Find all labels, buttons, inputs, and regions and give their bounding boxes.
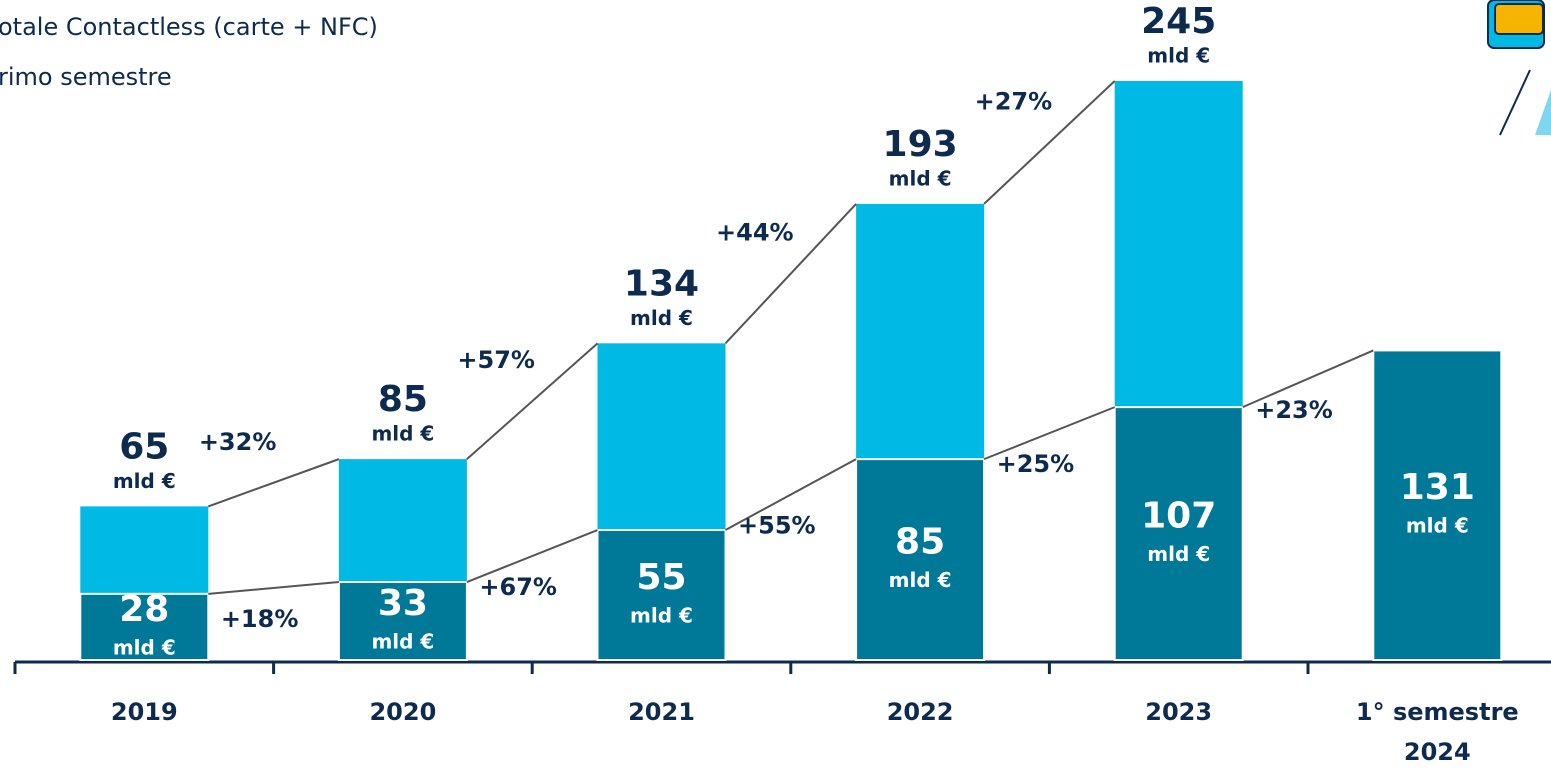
value-label: 245 [1141,1,1216,42]
growth-label: +55% [738,512,816,540]
growth-label: +44% [716,219,794,247]
page: otale Contactless (carte + NFC) rimo sem… [0,0,1551,768]
x-tick-label: 2020 [303,692,503,732]
growth-label: +18% [221,605,299,633]
decoration-icon [1488,0,1551,135]
value-label: 134 [624,263,699,304]
value-label: 193 [883,124,958,165]
legend-semester: rimo semestre [0,63,172,91]
x-tick-label: 2022 [820,692,1020,732]
connector [208,582,339,594]
value-label: 33 [378,583,428,624]
growth-label: +23% [1255,396,1333,424]
value-label: 28 [119,589,169,630]
value-label: 107 [1141,496,1216,537]
legend-total: otale Contactless (carte + NFC) [0,13,378,41]
unit-label: mld € [889,568,952,592]
connector [208,459,339,506]
growth-label: +25% [997,450,1075,478]
unit-label: mld € [371,422,434,446]
chart: otale Contactless (carte + NFC) rimo sem… [0,0,1551,768]
unit-label: mld € [113,635,176,659]
unit-label: mld € [1147,542,1210,566]
growth-label: +32% [199,428,277,456]
growth-label: +67% [479,573,557,601]
x-tick-label: 2019 [44,692,244,732]
value-label: 85 [895,522,945,563]
unit-label: mld € [113,469,176,493]
value-label: 131 [1400,467,1475,508]
unit-label: mld € [371,630,434,654]
unit-label: mld € [1406,514,1469,538]
x-tick-label: 2021 [562,692,762,732]
unit-label: mld € [889,166,952,190]
growth-label: +57% [457,346,535,374]
growth-label: +27% [975,87,1053,115]
x-tick-label: 1° semestre 2024 [1337,692,1537,772]
value-label: 85 [378,379,428,420]
value-label: 65 [119,426,169,467]
unit-label: mld € [630,604,693,628]
unit-label: mld € [630,306,693,330]
x-tick-label: 2023 [1079,692,1279,732]
unit-label: mld € [1147,44,1210,68]
value-label: 55 [636,557,686,598]
